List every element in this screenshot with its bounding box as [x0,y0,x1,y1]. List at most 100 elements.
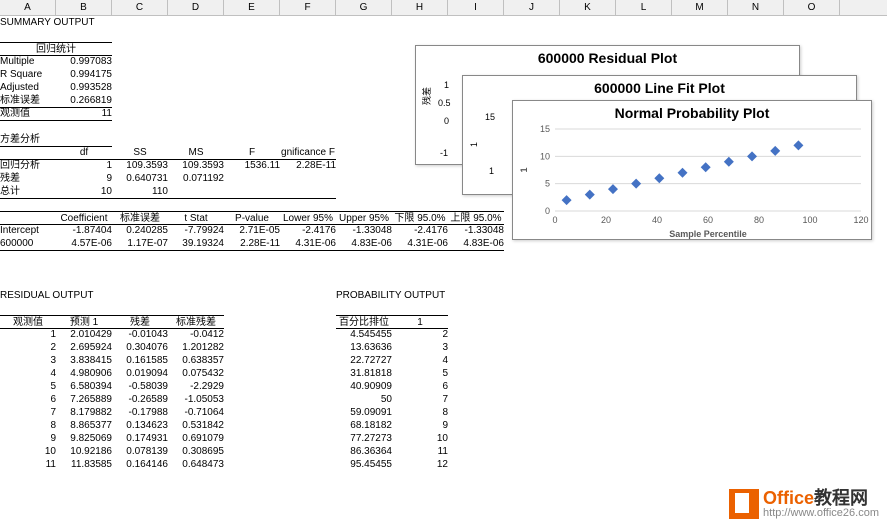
cell: 1536.11 [224,159,280,173]
cell: Adjusted [0,81,56,95]
cell: 总计 [0,185,56,199]
cell: 3 [392,341,448,355]
cell: 7 [392,393,448,407]
cell: 4.57E-06 [56,237,112,251]
cell: 5 [0,380,56,394]
cell: gnificance F [280,146,336,160]
svg-text:Sample Percentile: Sample Percentile [669,229,747,239]
cell: 0.994175 [56,68,112,82]
cell: 2.71E-05 [224,224,280,238]
ytick: -1 [440,148,448,158]
cell: 0.075432 [168,367,224,381]
cell: 4.83E-06 [448,237,504,251]
svg-text:1: 1 [519,167,529,172]
cell: 预测 1 [56,315,112,329]
cell: 2.28E-11 [224,237,280,251]
chart-title: 600000 Residual Plot [416,46,799,70]
cell: 观测值 [0,315,56,329]
logo-icon [729,489,759,519]
cell: 11.83585 [56,458,112,472]
cell [280,198,336,199]
cell: 方差分析 [0,133,112,147]
cell: 0.174931 [112,432,168,446]
cell [0,120,112,121]
cell [168,198,224,199]
cell: 0.640731 [112,172,168,186]
cell: 109.3593 [112,159,168,173]
cell: 3 [0,354,56,368]
cell: -1.05053 [168,393,224,407]
logo-jcw-text: 教程网 [814,488,868,508]
svg-text:15: 15 [540,124,550,134]
cell [168,250,224,251]
cell [224,250,280,251]
cell: 5 [392,367,448,381]
cell: 0.019094 [112,367,168,381]
cell: R Square [0,68,56,82]
col-header: I [448,0,504,15]
cell: 0.266819 [56,94,112,108]
cell: 9 [392,419,448,433]
svg-text:80: 80 [754,215,764,225]
cell: 12 [392,458,448,472]
cell [0,211,56,225]
cell: 8.865377 [56,419,112,433]
svg-text:0: 0 [552,215,557,225]
cell: -1.33048 [336,224,392,238]
cell: 1.17E-07 [112,237,168,251]
cell: 8 [0,419,56,433]
cell: -7.79924 [168,224,224,238]
svg-text:5: 5 [545,179,550,189]
col-header: H [392,0,448,15]
cell: -0.01043 [112,328,168,342]
cell: 110 [112,185,168,199]
column-headers: ABCDEFGHIJKLMNO [0,0,887,16]
cell: 6.580394 [56,380,112,394]
col-header: A [0,0,56,15]
cell: 10 [0,445,56,459]
cell: -1.33048 [448,224,504,238]
cell: 4.83E-06 [336,237,392,251]
cell: 8 [392,406,448,420]
svg-text:10: 10 [540,151,550,161]
normal-prob-plot-chart[interactable]: Normal Probability Plot 0510150204060801… [512,100,872,240]
col-header: M [672,0,728,15]
cell: Intercept [0,224,56,238]
cell: SS [112,146,168,160]
ytick: 15 [485,112,495,122]
cell [280,185,336,199]
logo-office-text: Office [763,488,814,508]
cell [224,172,280,186]
cell: 40.90909 [336,380,392,394]
cell: 10 [392,432,448,446]
cell: 9.825069 [56,432,112,446]
ytick: 0.5 [438,98,451,108]
cell: 8.179882 [56,406,112,420]
cell: df [56,146,112,160]
cell: 50 [336,393,392,407]
cell: -0.26589 [112,393,168,407]
cell: 0.164146 [112,458,168,472]
cell: 3.838415 [56,354,112,368]
cell [168,185,224,199]
cell: 13.63636 [336,341,392,355]
cell [280,250,336,251]
cell: 0.304076 [112,341,168,355]
chart-title: 600000 Line Fit Plot [463,76,856,100]
svg-text:120: 120 [853,215,868,225]
cell: 0.997083 [56,55,112,69]
logo-url: http://www.office26.com [763,507,879,519]
cell: -1.87404 [56,224,112,238]
cell: P-value [224,211,280,225]
cell: 10.92186 [56,445,112,459]
cell: 0.308695 [168,445,224,459]
cell: 回归统计 [0,42,112,56]
cell [56,198,112,199]
cell [0,146,56,160]
cell: -0.58039 [112,380,168,394]
cell: 0.161585 [112,354,168,368]
svg-text:40: 40 [652,215,662,225]
cell: 观测值 [0,107,56,121]
cell: 600000 [0,237,56,251]
cell: 2.695924 [56,341,112,355]
